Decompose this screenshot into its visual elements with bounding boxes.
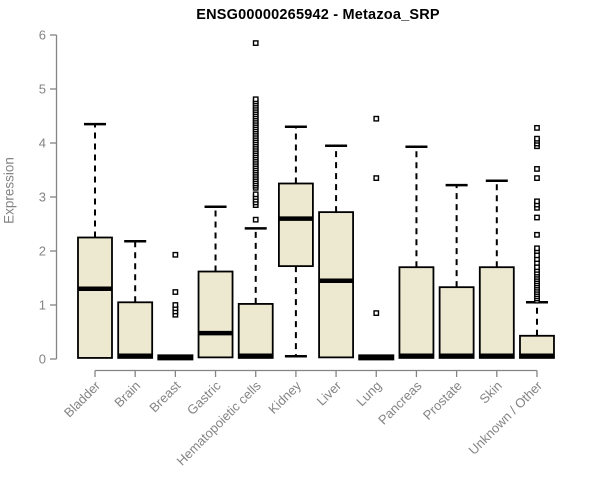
- x-category-label: Kidney: [265, 378, 304, 417]
- collapsed-box-Lung: [358, 354, 395, 361]
- box-Bladder: [77, 236, 113, 359]
- box-Skin: [478, 266, 515, 359]
- outlier-point: [534, 245, 540, 252]
- chart-title: ENSG00000265942 - Metazoa_SRP: [196, 7, 440, 23]
- x-category-label: Bladder: [61, 378, 104, 421]
- outlier-point: [252, 191, 259, 198]
- x-category-label: Unknown / Other: [466, 378, 546, 458]
- outlier-point: [534, 124, 540, 131]
- box-Hematopoietic cells: [237, 303, 274, 359]
- outlier-point: [373, 115, 380, 122]
- x-category-label: Liver: [314, 378, 345, 409]
- y-tick-label: 4: [39, 136, 46, 151]
- x-category-label: Gastric: [184, 378, 224, 418]
- y-tick-label: 5: [39, 82, 46, 97]
- outlier-point: [252, 96, 259, 103]
- y-tick-label: 1: [39, 298, 46, 313]
- outlier-point: [252, 216, 259, 223]
- outlier-point: [534, 175, 540, 181]
- collapsed-box-Breast: [157, 354, 194, 361]
- outlier-point: [534, 135, 540, 142]
- outlier-point: [172, 251, 179, 258]
- x-category-label: Breast: [146, 378, 183, 415]
- outlier-point: [534, 198, 540, 205]
- x-category-label: Lung: [353, 378, 384, 409]
- x-category-label: Prostate: [420, 378, 465, 423]
- outlier-point: [172, 289, 179, 295]
- box-Gastric: [197, 270, 234, 359]
- outlier-point: [534, 166, 540, 172]
- x-category-label: Brain: [111, 378, 143, 410]
- y-tick-label: 0: [39, 352, 46, 367]
- outlier-point: [534, 231, 540, 238]
- outlier-point: [252, 40, 259, 47]
- outlier-point: [534, 214, 540, 221]
- y-tick-label: 6: [39, 28, 46, 43]
- x-category-label: Pancreas: [375, 378, 425, 428]
- outlier-point: [373, 310, 380, 316]
- box-Prostate: [438, 286, 475, 359]
- outlier-point: [172, 302, 179, 308]
- box-Liver: [318, 211, 354, 359]
- box-Brain: [117, 301, 154, 359]
- y-tick-label: 2: [39, 244, 46, 259]
- y-tick-label: 3: [39, 190, 46, 205]
- box-Pancreas: [398, 266, 435, 359]
- box-Kidney: [277, 182, 314, 268]
- x-category-label: Skin: [476, 378, 504, 406]
- outlier-point: [373, 175, 380, 181]
